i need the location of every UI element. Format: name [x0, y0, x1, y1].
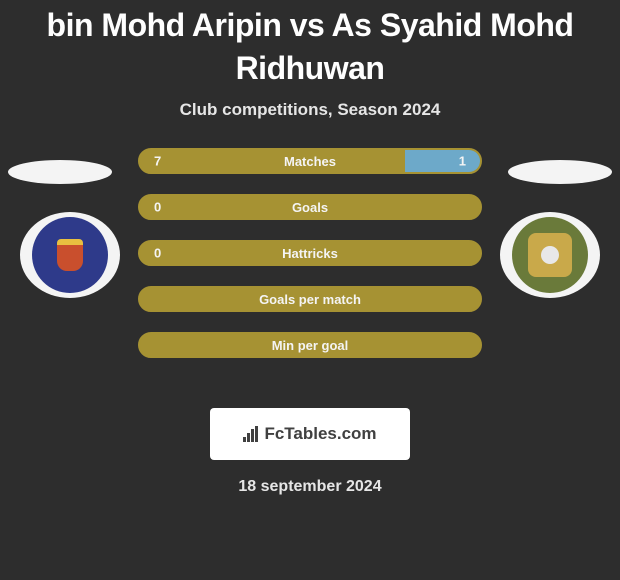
watermark-text: FcTables.com	[264, 424, 376, 444]
watermark: FcTables.com	[210, 408, 410, 460]
bar-chart-icon	[243, 426, 258, 442]
stat-value-left: 0	[154, 246, 161, 261]
club-badge-left	[20, 212, 120, 298]
stat-bar: Min per goal	[138, 332, 482, 358]
club-badge-right-inner	[512, 217, 588, 293]
stat-bar: Goals per match	[138, 286, 482, 312]
stat-label: Goals	[292, 200, 328, 215]
stat-bar: 0 Hattricks	[138, 240, 482, 266]
stat-bar-fill-left	[140, 150, 405, 172]
stat-label: Matches	[284, 154, 336, 169]
date-text: 18 september 2024	[238, 478, 381, 496]
player-left-ellipse	[8, 160, 112, 184]
subtitle: Club competitions, Season 2024	[180, 100, 441, 120]
stat-value-right: 1	[459, 154, 466, 169]
shield-icon	[57, 239, 83, 271]
chart-area: 71Matches0Goals0HattricksGoals per match…	[0, 160, 620, 380]
crest-icon	[528, 233, 572, 277]
stat-value-left: 0	[154, 200, 161, 215]
infographic-container: bin Mohd Aripin vs As Syahid Mohd Ridhuw…	[0, 0, 620, 580]
stat-label: Min per goal	[272, 338, 349, 353]
club-badge-right	[500, 212, 600, 298]
stat-label: Hattricks	[282, 246, 338, 261]
stat-bars: 7 1 Matches 0 Goals 0 Hattricks Goals per match…	[138, 148, 482, 358]
stat-bar: 0 Goals	[138, 194, 482, 220]
player-right-ellipse	[508, 160, 612, 184]
stat-bar: 7 1 Matches	[138, 148, 482, 174]
stat-bar-fill-right	[405, 150, 480, 172]
page-title: bin Mohd Aripin vs As Syahid Mohd Ridhuw…	[30, 4, 590, 90]
stat-value-left: 7	[154, 154, 161, 169]
ball-icon	[541, 246, 559, 264]
club-badge-left-inner	[32, 217, 108, 293]
stat-label: Goals per match	[259, 292, 361, 307]
